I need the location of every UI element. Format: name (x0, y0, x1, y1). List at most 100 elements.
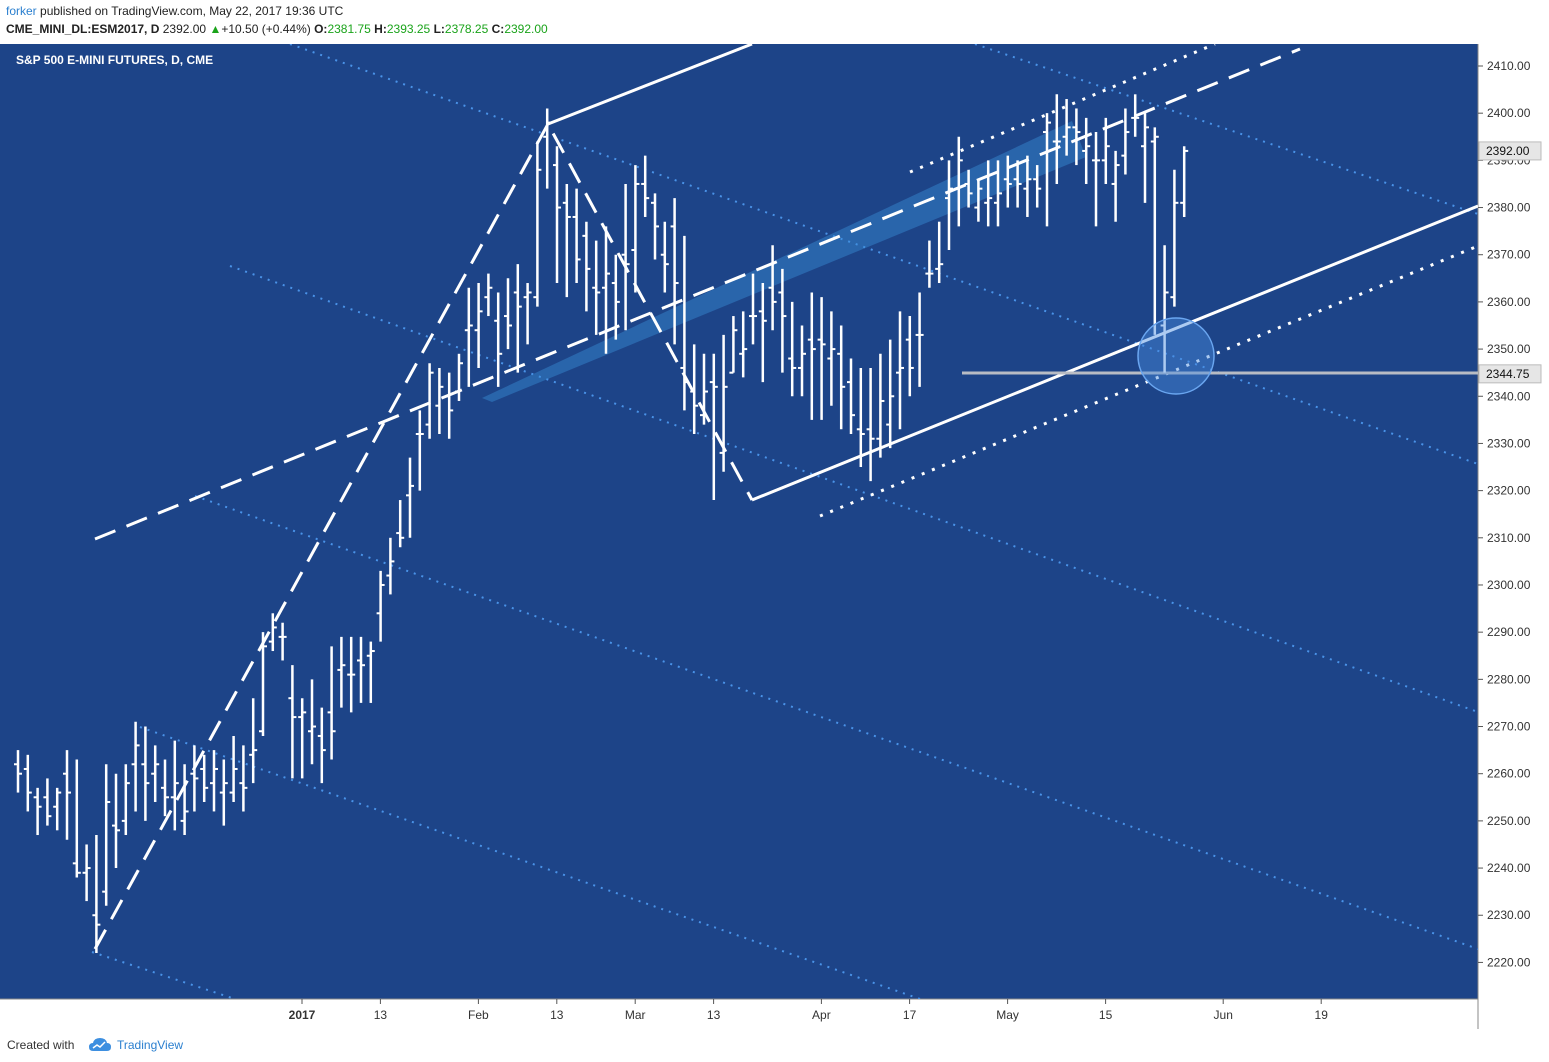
time-axis-ticks: 2017 13 Feb 13 Mar 13 Apr 17 May 15 Jun 19 (289, 999, 1328, 1022)
price-change: +10.50 (+0.44%) (221, 22, 311, 36)
ohlc-bar (582, 221, 591, 312)
ohlc-bar (317, 707, 326, 784)
chart-title: S&P 500 E-MINI FUTURES, D, CME (16, 53, 213, 67)
ohlc-bar (1062, 99, 1071, 156)
chart-header: forker published on TradingView.com, May… (0, 0, 1549, 44)
close-value: 2392.00 (504, 22, 548, 36)
ohlc-bar (151, 745, 160, 803)
ohlc-bar (1111, 150, 1120, 222)
ohlc-bar (945, 160, 953, 251)
ohlc-bar (602, 226, 610, 354)
ohlc-bar (337, 636, 346, 708)
ohlc-bar (719, 334, 728, 472)
upper-parallel (547, 44, 753, 126)
highlight-circle (1137, 317, 1215, 395)
ohlc-bar (494, 292, 503, 387)
ohlc-bar (866, 367, 875, 482)
time-axis[interactable] (0, 999, 1478, 1029)
ohlc-bar (92, 835, 101, 953)
ohlc-bar (396, 500, 405, 548)
ohlc-bar (1003, 155, 1012, 208)
y-tick-label: 2220.00 (1487, 955, 1531, 969)
ohlc-bar (827, 311, 836, 406)
price-axis[interactable] (1478, 44, 1549, 1029)
x-tick-label: Mar (625, 1008, 646, 1022)
ohlc-bar (768, 245, 777, 331)
ohlc-bar (484, 273, 493, 317)
price-label-text: 2392.00 (1486, 144, 1530, 158)
upper-warning-line (909, 44, 1216, 174)
ohlc-bar (1121, 108, 1130, 175)
ohlc-bar (1043, 113, 1051, 227)
ohlc-bar (915, 292, 924, 387)
tradingview-cloud-icon[interactable] (88, 1037, 112, 1053)
ohlc-bar (1082, 117, 1091, 184)
ohlc-bar (896, 311, 904, 430)
drawings-layer (91, 44, 1478, 999)
fib-line-3 (194, 495, 1478, 950)
ohlc-bar (994, 160, 1002, 227)
y-tick-label: 2370.00 (1487, 248, 1531, 262)
x-tick-label: 17 (903, 1008, 917, 1022)
raw-price: 2392.00 (162, 22, 207, 36)
ohlc-bar (700, 353, 708, 425)
author-link[interactable]: forker (6, 4, 37, 18)
ohlc-bar (239, 745, 248, 812)
ohlc-bar (308, 679, 316, 765)
ohlc-bar (856, 367, 865, 468)
ohlc-bar (102, 764, 111, 906)
x-tick-label: 2017 (289, 1008, 316, 1022)
y-tick-label: 2250.00 (1487, 814, 1531, 828)
ohlc-bar (131, 721, 140, 812)
footer: Created with TradingView (0, 1029, 1549, 1062)
lower-parallel (751, 204, 1478, 502)
ohlc-bar (1170, 169, 1179, 307)
ohlc-bar (1141, 113, 1149, 203)
price-chart[interactable]: S&P 500 E-MINI FUTURES, D, CME 2220.00 22… (0, 44, 1549, 1029)
y-tick-label: 2320.00 (1487, 484, 1531, 498)
ohlc-bar (807, 292, 816, 420)
ohlc-bar (660, 221, 669, 293)
ohlc-bar (778, 268, 787, 373)
channel-band (482, 121, 1086, 402)
ohlc-bar (327, 646, 336, 760)
ohlc-bar (43, 778, 52, 826)
open-value: 2381.75 (327, 22, 371, 36)
ohlc-bar (278, 622, 287, 661)
y-tick-label: 2260.00 (1487, 767, 1531, 781)
ohlc-bar (758, 283, 767, 383)
x-tick-label: 13 (374, 1008, 388, 1022)
ohlc-bar (592, 240, 601, 335)
ohlc-bar (1013, 160, 1022, 208)
tradingview-link[interactable]: TradingView (117, 1038, 184, 1052)
fib-line-4 (139, 726, 921, 999)
ohlc-bar (1072, 108, 1081, 166)
ohlc-bar (964, 169, 973, 208)
ohlc-bar (974, 179, 983, 222)
ohlc-bar (268, 613, 277, 652)
ohlc-bar (954, 136, 963, 227)
ohlc-bar (161, 759, 169, 817)
publish-info: forker published on TradingView.com, May… (6, 4, 343, 18)
ohlc-bar (523, 283, 532, 345)
ohlc-bar (141, 726, 150, 821)
ohlc-bar (72, 759, 81, 878)
ohlc-bar (1160, 245, 1169, 373)
ohlc-bar (288, 665, 297, 779)
price-label: 2392.00 (1478, 141, 1542, 161)
x-tick-label: 13 (707, 1008, 721, 1022)
ohlc-bar (876, 353, 885, 458)
y-tick-label: 2300.00 (1487, 578, 1531, 592)
y-tick-label: 2280.00 (1487, 672, 1531, 686)
ohlc-bar (249, 698, 258, 784)
ohlc-bar (641, 155, 650, 217)
ohlc-bar (817, 297, 826, 420)
ohlc-bar (611, 254, 620, 340)
price-label: 2344.75 (1478, 364, 1542, 384)
ohlc-bar (837, 325, 846, 430)
x-tick-label: May (996, 1008, 1019, 1022)
ohlc-bar (1131, 94, 1140, 137)
ohlc-bar (680, 235, 689, 411)
low-value: 2378.25 (444, 22, 489, 36)
ohlc-bars (14, 94, 1189, 953)
